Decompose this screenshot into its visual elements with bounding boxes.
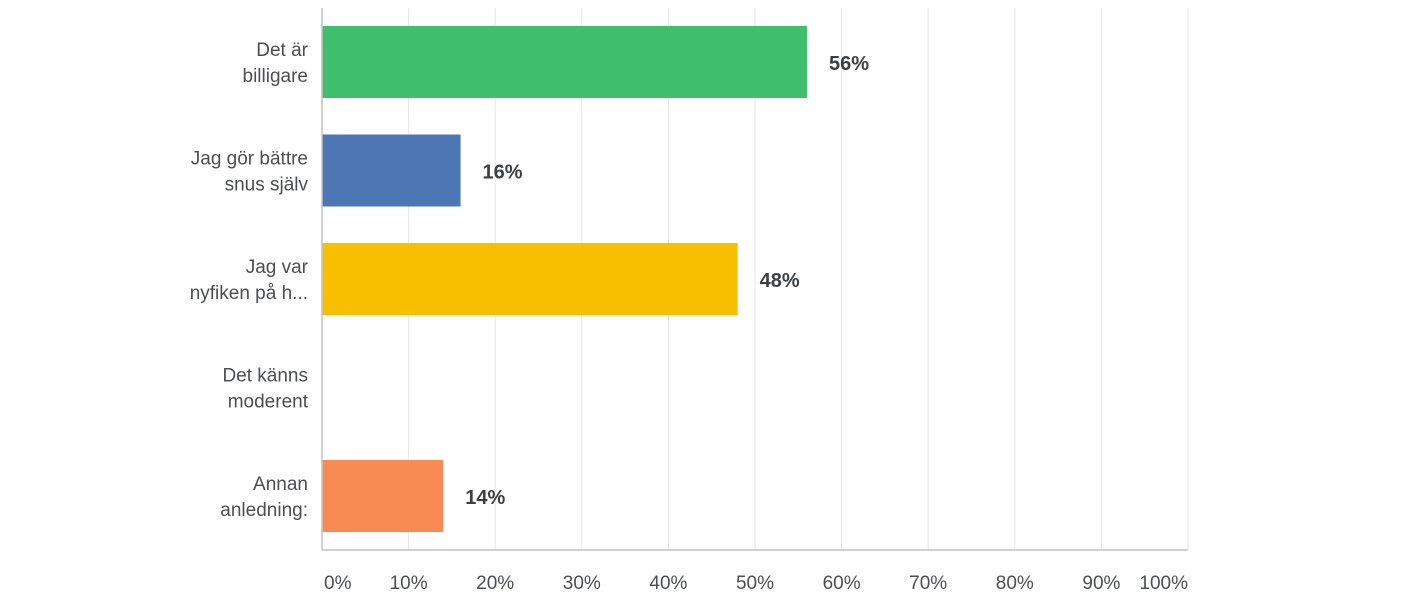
- x-tick-label-70: 70%: [909, 573, 947, 594]
- category-label-5: Annan anledning:: [220, 474, 308, 521]
- bar-5: [322, 460, 444, 532]
- category-label-4: Det känns moderent: [222, 366, 308, 413]
- value-label-1: 56%: [829, 53, 869, 75]
- category-label-2: Jag gör bättre snus själv: [191, 149, 309, 196]
- x-tick-label-40: 40%: [649, 573, 687, 594]
- x-tick-label-50: 50%: [736, 573, 774, 594]
- value-label-3: 48%: [760, 270, 800, 292]
- value-label-5: 14%: [465, 487, 505, 509]
- x-tick-label-90: 90%: [1082, 573, 1120, 594]
- x-tick-label-10: 10%: [390, 573, 428, 594]
- value-label-2: 16%: [483, 162, 523, 184]
- x-tick-label-100: 100%: [1139, 573, 1188, 594]
- category-label-3: Jag var nyfiken på h...: [190, 257, 309, 304]
- axes: [321, 8, 1188, 551]
- bars: [322, 26, 807, 532]
- x-tick-label-60: 60%: [823, 573, 861, 594]
- bar-3: [322, 243, 738, 315]
- labels: 0% 10% 20% 30% 40% 50% 60% 70% 80% 90% 100% Det är b…: [190, 40, 1188, 594]
- bar-2: [322, 134, 461, 207]
- x-tick-label-0: 0%: [324, 573, 352, 594]
- x-tick-label-30: 30%: [563, 573, 601, 594]
- grid-lines: [408, 8, 1189, 550]
- x-tick-label-20: 20%: [476, 573, 514, 594]
- bar-1: [322, 26, 807, 98]
- category-label-1: Det är billigare: [243, 40, 309, 87]
- x-tick-label-80: 80%: [996, 573, 1034, 594]
